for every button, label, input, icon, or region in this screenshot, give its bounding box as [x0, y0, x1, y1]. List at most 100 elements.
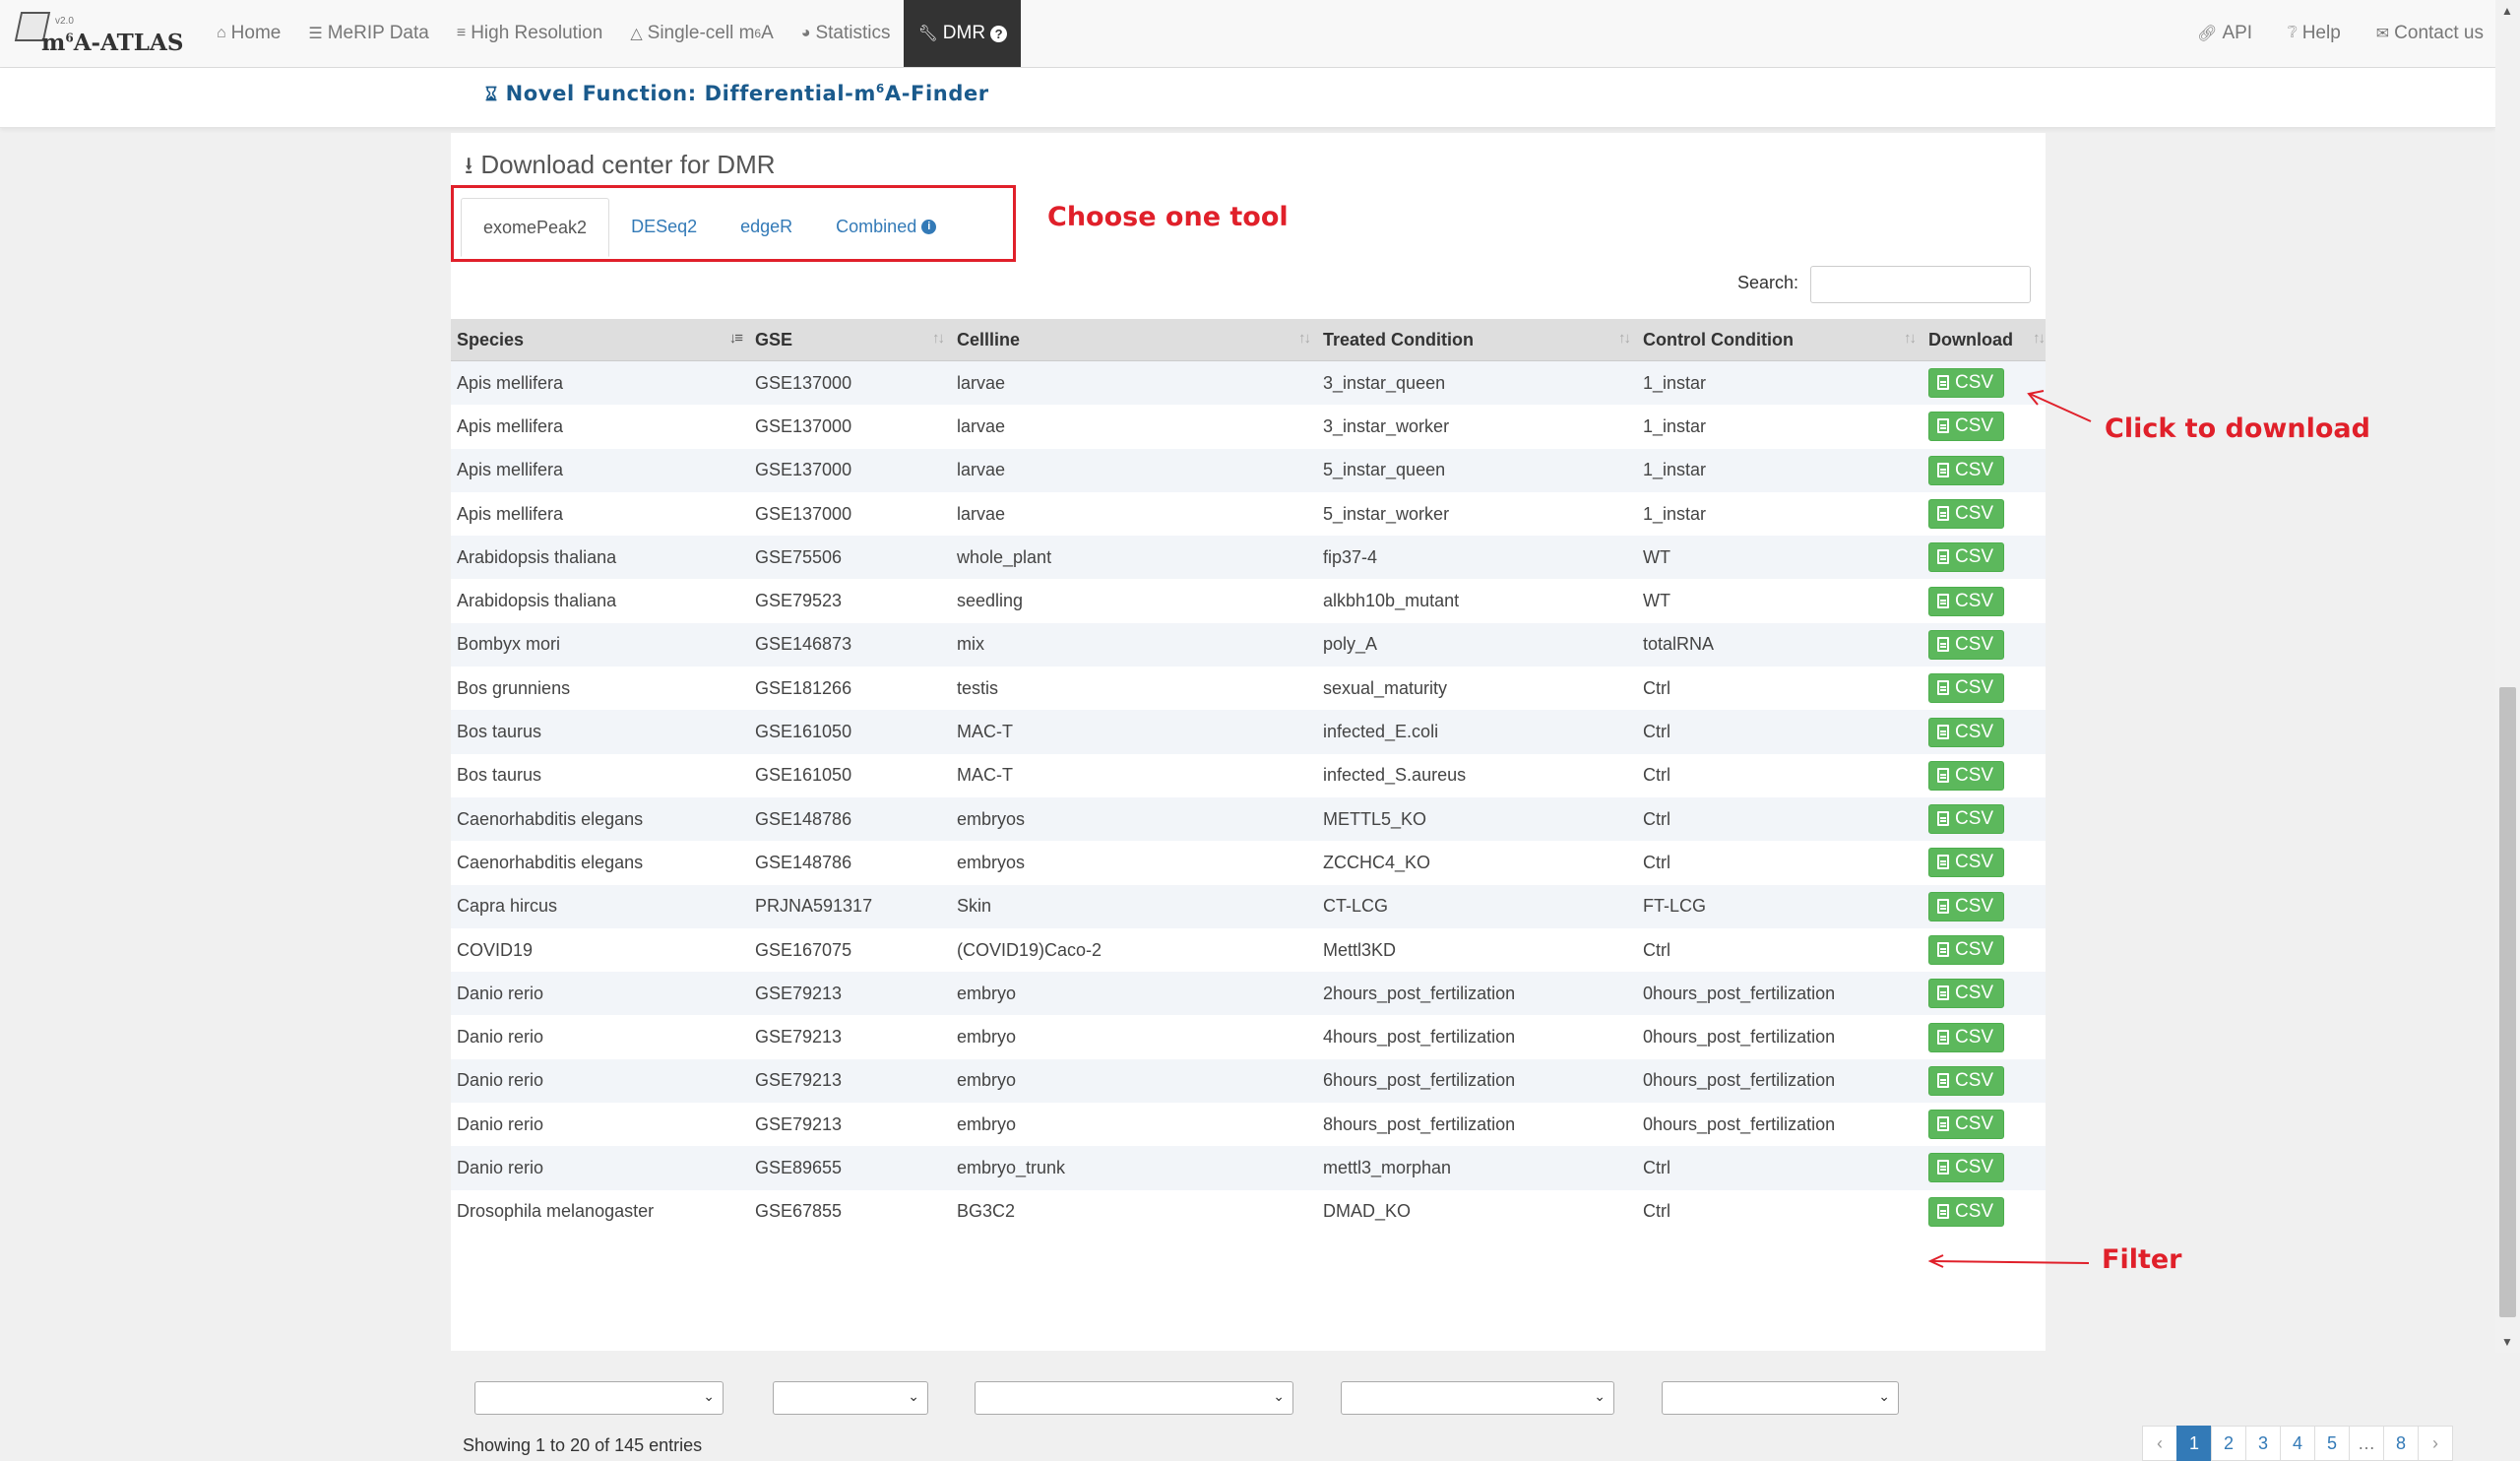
nav-merip-data[interactable]: ☰ MeRIP Data — [308, 23, 429, 43]
filter-control[interactable]: ⌄ — [1662, 1381, 1899, 1415]
cell-cellline: larvae — [951, 360, 1317, 406]
pagination-page[interactable]: 2 — [2211, 1426, 2246, 1461]
cell-treated: mettl3_morphan — [1317, 1146, 1637, 1190]
csv-download-button[interactable]: CSV — [1928, 1022, 2005, 1052]
nav-home[interactable]: ⌂ Home — [217, 23, 282, 43]
filter-treated[interactable]: ⌄ — [1341, 1381, 1614, 1415]
cell-gse: GSE79213 — [749, 1015, 951, 1059]
cell-gse: GSE137000 — [749, 491, 951, 537]
file-excel-icon — [1937, 985, 1949, 1001]
csv-download-button[interactable]: CSV — [1928, 717, 2005, 747]
csv-download-button[interactable]: CSV — [1928, 1065, 2005, 1096]
cell-control: Ctrl — [1637, 1189, 1922, 1234]
csv-download-button[interactable]: CSV — [1928, 673, 2005, 704]
table-row: Danio rerio GSE79213 embryo 4hours_post_fer… — [451, 1015, 2046, 1059]
cell-cellline: embryo — [951, 1058, 1317, 1104]
column-header-treated[interactable]: Treated Condition ↑↓ — [1317, 319, 1637, 361]
cell-gse: GSE79213 — [749, 1058, 951, 1104]
nav-help[interactable]: ❔︎ Help — [2288, 23, 2341, 43]
csv-label: CSV — [1955, 415, 1994, 437]
search-input[interactable] — [1810, 266, 2031, 303]
column-header-control[interactable]: Control Condition ↑↓ — [1637, 319, 1922, 361]
cell-treated: DMAD_KO — [1317, 1189, 1637, 1234]
file-excel-icon — [1937, 942, 1949, 957]
hourglass-icon: ⌛︎ — [485, 84, 498, 105]
pagination-page[interactable]: 4 — [2280, 1426, 2315, 1461]
csv-download-button[interactable]: CSV — [1928, 499, 2005, 530]
cell-download: CSV — [1922, 448, 2046, 492]
file-excel-icon — [1937, 680, 1949, 696]
csv-download-button[interactable]: CSV — [1928, 629, 2005, 660]
pagination-prev[interactable]: ‹ — [2142, 1426, 2177, 1461]
file-excel-icon — [1937, 724, 1949, 739]
column-header-cellline[interactable]: Cellline ↑↓ — [951, 319, 1317, 361]
table-row: Apis mellifera GSE137000 larvae 3_instar_qu… — [451, 360, 2046, 406]
csv-download-button[interactable]: CSV — [1928, 891, 2005, 921]
cell-control: totalRNA — [1637, 622, 1922, 667]
csv-download-button[interactable]: CSV — [1928, 848, 2005, 878]
scrollbar-thumb[interactable] — [2499, 687, 2516, 1317]
cell-cellline: whole_plant — [951, 536, 1317, 580]
scroll-down-icon[interactable]: ▼ — [2501, 1335, 2513, 1349]
csv-download-button[interactable]: CSV — [1928, 1153, 2005, 1183]
csv-download-button[interactable]: CSV — [1928, 935, 2005, 965]
pagination-page[interactable]: 3 — [2245, 1426, 2281, 1461]
csv-label: CSV — [1955, 1113, 1994, 1135]
csv-download-button[interactable]: CSV — [1928, 455, 2005, 485]
csv-download-button[interactable]: CSV — [1928, 412, 2005, 442]
cell-gse: GSE75506 — [749, 536, 951, 580]
page-scrollbar[interactable]: ▲ ▼ — [2495, 0, 2520, 1353]
csv-download-button[interactable]: CSV — [1928, 979, 2005, 1009]
tab-combined[interactable]: Combined i — [814, 198, 958, 255]
cell-gse: GSE137000 — [749, 360, 951, 406]
column-header-gse[interactable]: GSE ↑↓ — [749, 319, 951, 361]
pagination-page[interactable]: 5 — [2314, 1426, 2350, 1461]
csv-label: CSV — [1955, 1026, 1994, 1048]
pagination-page[interactable]: 1 — [2176, 1426, 2212, 1461]
cell-download: CSV — [1922, 1189, 2046, 1234]
cell-gse: GSE79523 — [749, 579, 951, 623]
csv-download-button[interactable]: CSV — [1928, 368, 2005, 399]
cell-treated: 4hours_post_fertilization — [1317, 1015, 1637, 1059]
filter-species[interactable]: ⌄ — [474, 1381, 724, 1415]
cell-species: Bombyx mori — [451, 622, 749, 667]
nav-dmr[interactable]: 🔧︎ DMR? — [904, 0, 1022, 67]
nav-contact[interactable]: ✉ Contact us — [2375, 23, 2484, 43]
csv-download-button[interactable]: CSV — [1928, 1196, 2005, 1227]
cell-cellline: (COVID19)Caco-2 — [951, 927, 1317, 973]
cell-species: Danio rerio — [451, 1103, 749, 1147]
csv-download-button[interactable]: CSV — [1928, 804, 2005, 835]
cell-species: Danio rerio — [451, 972, 749, 1016]
nav-high-resolution[interactable]: ≡ High Resolution — [456, 23, 603, 43]
filter-gse[interactable]: ⌄ — [773, 1381, 928, 1415]
column-header-download[interactable]: Download ↑↓ — [1922, 319, 2046, 361]
nav-api[interactable]: 🔗︎ API — [2197, 23, 2253, 43]
tool-tabs-highlight — [451, 185, 1016, 262]
pagination-next[interactable]: › — [2418, 1426, 2453, 1461]
tab-deseq2[interactable]: DESeq2 — [631, 216, 698, 236]
table-row: Bombyx mori GSE146873 mix poly_A totalRNA CSV — [451, 622, 2046, 667]
nav-statistics[interactable]: ◕ Statistics — [800, 23, 891, 43]
file-excel-icon — [1937, 1029, 1949, 1045]
scroll-up-icon[interactable]: ▲ — [2501, 4, 2513, 18]
cell-cellline: larvae — [951, 448, 1317, 492]
csv-download-button[interactable]: CSV — [1928, 586, 2005, 616]
filter-cellline[interactable]: ⌄ — [975, 1381, 1293, 1415]
tab-exomepeak2[interactable]: exomePeak2 — [461, 198, 610, 257]
cell-download: CSV — [1922, 1103, 2046, 1147]
cell-cellline: testis — [951, 667, 1317, 711]
cell-control: 1_instar — [1637, 360, 1922, 406]
pagination-page[interactable]: 8 — [2383, 1426, 2419, 1461]
csv-download-button[interactable]: CSV — [1928, 1110, 2005, 1140]
tab-edger[interactable]: edgeR — [740, 216, 793, 236]
novel-function-title[interactable]: ⌛︎ Novel Function: Differential-m6A-Finde… — [485, 82, 989, 105]
csv-download-button[interactable]: CSV — [1928, 760, 2005, 791]
cell-control: 0hours_post_fertilization — [1637, 1015, 1922, 1059]
column-header-species[interactable]: Species ↓≡ — [451, 319, 749, 361]
cell-species: Arabidopsis thaliana — [451, 579, 749, 623]
cell-download: CSV — [1922, 360, 2046, 406]
chevron-down-icon: ⌄ — [703, 1388, 715, 1404]
pagination: ‹ 1 2 3 4 5 … 8 › — [2142, 1426, 2453, 1461]
csv-download-button[interactable]: CSV — [1928, 542, 2005, 573]
